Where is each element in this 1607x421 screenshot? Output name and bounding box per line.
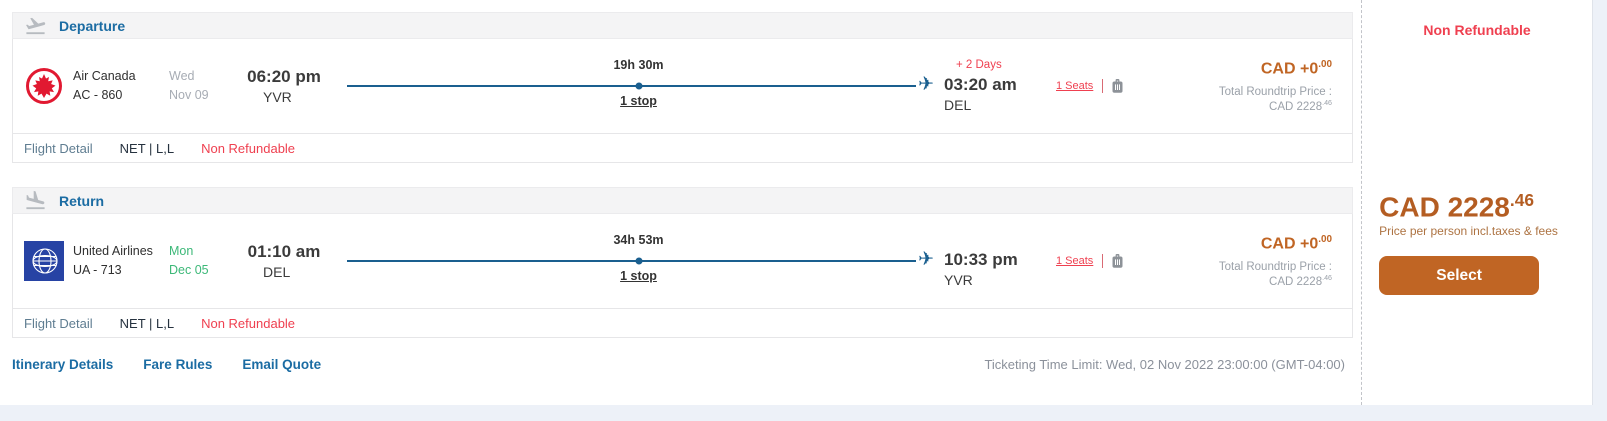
flight-detail-link[interactable]: Flight Detail <box>24 315 93 331</box>
arrival-airport: YVR <box>944 272 973 288</box>
baggage-icon[interactable] <box>1110 78 1125 95</box>
airline-name: United Airlines <box>73 243 153 258</box>
flight-number: AC - 860 <box>73 88 123 102</box>
airline-info: Air Canada AC - 860 <box>73 67 169 106</box>
flight-duration: 19h 30m <box>613 58 664 72</box>
flight-number: UA - 713 <box>73 263 122 277</box>
flight-path: 19h 30m 1 stop ✈ <box>347 54 934 118</box>
return-detail-row: Flight Detail NET | L,L Non Refundable <box>12 308 1353 338</box>
price-adjustment: CAD +0.00 <box>1260 59 1332 78</box>
departure-date-value: Nov 09 <box>169 88 209 102</box>
flight-path-line <box>347 85 916 87</box>
ticketing-time-limit: Ticketing Time Limit: Wed, 02 Nov 2022 2… <box>984 357 1345 372</box>
baggage-icon[interactable] <box>1110 253 1125 270</box>
departure-header: Departure <box>12 12 1353 39</box>
return-flight-row: United Airlines UA - 713 Mon Dec 05 01:1… <box>12 214 1353 309</box>
arrival-airport: DEL <box>944 97 972 113</box>
stops-link[interactable]: 1 stop <box>620 269 657 283</box>
plane-icon: ✈ <box>918 249 934 270</box>
seats-link[interactable]: 1 Seats <box>1056 80 1094 92</box>
departure-date: Wed Nov 09 <box>169 67 229 106</box>
departure-time-block: 06:20 pm YVR <box>229 67 339 105</box>
departure-day: Wed <box>169 68 195 83</box>
flight-result-card: Departure Air Canada AC - 860 Wed Nov 09 <box>0 0 1593 405</box>
arrival-time-block: 10:33 pm YVR <box>944 234 1056 288</box>
leg-price-block: CAD +0.00 Total Roundtrip Price : CAD 22… <box>1152 59 1342 112</box>
flight-legs-panel: Departure Air Canada AC - 860 Wed Nov 09 <box>12 12 1361 372</box>
departure-detail-row: Flight Detail NET | L,L Non Refundable <box>12 133 1353 163</box>
departure-flight-row: Air Canada AC - 860 Wed Nov 09 06:20 pm … <box>12 39 1353 134</box>
flight-landing-icon <box>24 189 47 212</box>
email-quote-link[interactable]: Email Quote <box>242 357 322 372</box>
price-adjustment: CAD +0.00 <box>1260 234 1332 253</box>
stop-dot <box>635 82 642 90</box>
arrival-time: 10:33 pm <box>944 250 1018 269</box>
arrival-time: 03:20 am <box>944 75 1017 94</box>
stops-label-wrap: 1 stop <box>347 94 930 108</box>
air-canada-logo <box>24 66 64 106</box>
united-airlines-logo <box>24 241 64 281</box>
return-header: Return <box>12 187 1353 214</box>
footer-row: Itinerary Details Fare Rules Email Quote… <box>12 357 1353 372</box>
seats-info: 1 Seats <box>1056 78 1152 95</box>
plus-days-badge: + 2 Days <box>956 59 1002 71</box>
roundtrip-price-label: Total Roundtrip Price : <box>1218 260 1332 273</box>
flight-takeoff-icon <box>24 14 47 37</box>
section-gap <box>12 163 1361 187</box>
summary-price: CAD 2228.46 <box>1379 190 1535 223</box>
refundability-label: Non Refundable <box>201 140 296 156</box>
airline-name: Air Canada <box>73 68 136 83</box>
plane-icon: ✈ <box>918 74 934 95</box>
flight-duration: 34h 53m <box>613 233 664 247</box>
seats-link[interactable]: 1 Seats <box>1056 255 1094 267</box>
itinerary-details-link[interactable]: Itinerary Details <box>12 357 114 372</box>
flight-path-line <box>347 260 916 262</box>
leg-price-block: CAD +0.00 Total Roundtrip Price : CAD 22… <box>1152 234 1342 287</box>
return-date-value: Dec 05 <box>169 263 209 277</box>
arrival-time-block: + 2 Days 03:20 am DEL <box>944 59 1056 113</box>
departure-time: 01:10 am <box>247 242 321 261</box>
stop-dot <box>635 257 642 265</box>
return-title: Return <box>59 192 105 209</box>
roundtrip-price-value: CAD 2228.46 <box>1269 98 1332 113</box>
return-section: Return United Airlines <box>12 187 1353 338</box>
summary-price-note: Price per person incl.taxes & fees <box>1379 224 1558 238</box>
departure-time-block: 01:10 am DEL <box>229 242 339 280</box>
airline-info: United Airlines UA - 713 <box>73 242 169 281</box>
departure-title: Departure <box>59 17 126 34</box>
roundtrip-price-value: CAD 2228.46 <box>1269 273 1332 288</box>
fare-basis: NET | L,L <box>119 140 175 156</box>
departure-airport: YVR <box>263 89 292 105</box>
departure-airport: DEL <box>263 264 291 280</box>
return-date: Mon Dec 05 <box>169 242 229 281</box>
flight-detail-link[interactable]: Flight Detail <box>24 140 93 156</box>
departure-time: 06:20 pm <box>247 67 321 86</box>
departure-section: Departure Air Canada AC - 860 Wed Nov 09 <box>12 12 1353 163</box>
stops-label-wrap: 1 stop <box>347 269 930 283</box>
fare-rules-link[interactable]: Fare Rules <box>143 357 213 372</box>
refundability-label: Non Refundable <box>201 315 296 331</box>
seats-divider <box>1102 79 1104 93</box>
roundtrip-price-label: Total Roundtrip Price : <box>1218 85 1332 98</box>
fare-basis: NET | L,L <box>119 315 175 331</box>
stops-link[interactable]: 1 stop <box>620 94 657 108</box>
summary-refundability: Non Refundable <box>1423 22 1531 38</box>
price-summary-panel: Non Refundable CAD 2228.46 Price per per… <box>1361 0 1592 405</box>
seats-info: 1 Seats <box>1056 253 1152 270</box>
seats-divider <box>1102 254 1104 268</box>
select-button[interactable]: Select <box>1379 256 1540 295</box>
flight-path: 34h 53m 1 stop ✈ <box>347 229 934 293</box>
return-day: Mon <box>169 243 194 258</box>
